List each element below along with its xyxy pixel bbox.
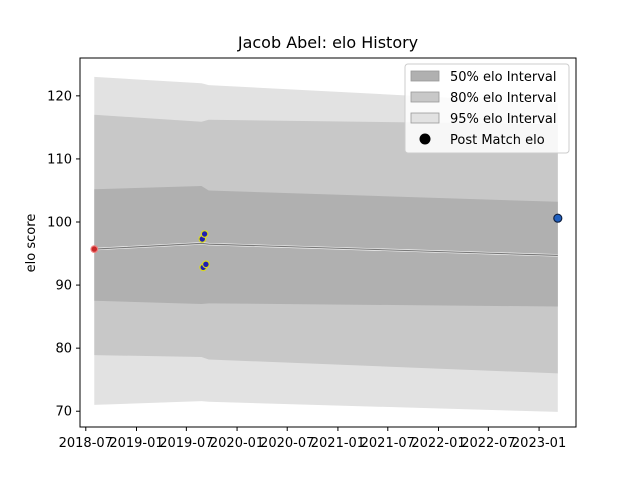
band-50-elo-interval — [94, 186, 558, 307]
y-tick-label: 100 — [47, 216, 72, 231]
x-tick-label: 2019-01 — [109, 436, 163, 451]
x-tick-label: 2021-07 — [361, 436, 415, 451]
x-tick-label: 2019-07 — [159, 436, 213, 451]
legend-swatch-80-elo-interval — [410, 91, 440, 103]
legend-box — [404, 63, 570, 154]
x-tick-label: 2022-01 — [411, 436, 465, 451]
y-tick-label: 70 — [55, 405, 72, 420]
legend-label-95-elo-interval: 95% elo Interval — [450, 112, 557, 127]
mean-line-group — [94, 242, 558, 257]
y-tick-label: 80 — [55, 342, 72, 357]
legend-label-post-match-elo: Post Match elo — [450, 133, 545, 148]
x-tick-label: 2023-01 — [512, 436, 566, 451]
post-match-point — [90, 245, 99, 254]
legend: 50% elo Interval 80% elo Interval 95% elo … — [404, 63, 570, 154]
legend-marker-post-match-elo — [419, 133, 431, 145]
post-match-point — [201, 260, 210, 269]
y-axis-label: elo score — [24, 214, 39, 273]
y-tick-label: 90 — [55, 279, 72, 294]
chart-title: Jacob Abel: elo History — [237, 33, 418, 52]
mean-elo-line — [94, 242, 558, 256]
y-tick-label: 120 — [47, 89, 72, 104]
post-match-point — [200, 230, 209, 238]
legend-label-50-elo-interval: 50% elo Interval — [450, 70, 557, 85]
post-match-points — [90, 213, 563, 272]
legend-swatch-50-elo-interval — [410, 70, 440, 82]
y-axis: 70 80 90 100 110 120 — [47, 89, 80, 420]
x-tick-label: 2022-07 — [461, 436, 515, 451]
plot-frame — [79, 57, 577, 428]
x-tick-label: 2018-07 — [59, 436, 113, 451]
interval-bands — [94, 76, 558, 412]
x-axis: 2018-072019-012019-072020-012020-072021-… — [59, 427, 566, 451]
post-match-point — [553, 213, 563, 223]
legend-label-80-elo-interval: 80% elo Interval — [450, 91, 557, 106]
x-tick-label: 2020-07 — [260, 436, 314, 451]
x-tick-label: 2020-01 — [210, 436, 264, 451]
legend-swatch-95-elo-interval — [410, 112, 440, 124]
x-tick-label: 2021-01 — [311, 436, 365, 451]
y-tick-label: 110 — [47, 152, 72, 167]
